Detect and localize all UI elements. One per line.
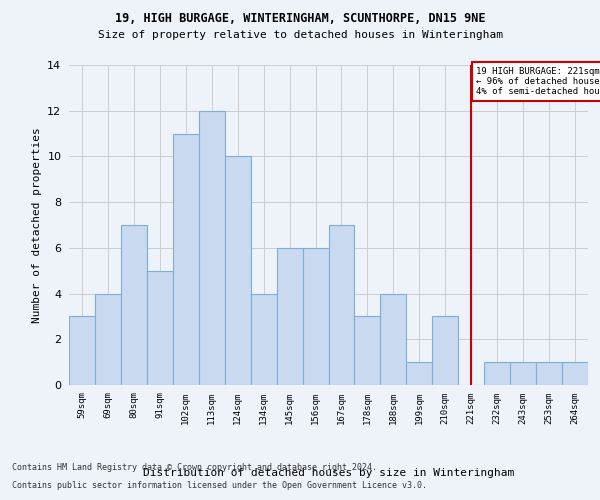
Bar: [433, 316, 458, 385]
Bar: [406, 362, 432, 385]
Bar: [69, 316, 95, 385]
Text: Contains HM Land Registry data © Crown copyright and database right 2024.: Contains HM Land Registry data © Crown c…: [12, 464, 377, 472]
Bar: [355, 316, 380, 385]
Bar: [277, 248, 302, 385]
Bar: [95, 294, 121, 385]
Bar: [484, 362, 510, 385]
Bar: [147, 270, 173, 385]
Bar: [302, 248, 329, 385]
Y-axis label: Number of detached properties: Number of detached properties: [32, 127, 41, 323]
Bar: [510, 362, 536, 385]
Text: Contains public sector information licensed under the Open Government Licence v3: Contains public sector information licen…: [12, 481, 427, 490]
Text: Size of property relative to detached houses in Winteringham: Size of property relative to detached ho…: [97, 30, 503, 40]
Text: 19 HIGH BURGAGE: 221sqm
← 96% of detached houses are smaller (80)
4% of semi-det: 19 HIGH BURGAGE: 221sqm ← 96% of detache…: [476, 66, 600, 96]
X-axis label: Distribution of detached houses by size in Winteringham: Distribution of detached houses by size …: [143, 468, 514, 478]
Bar: [173, 134, 199, 385]
Bar: [199, 110, 224, 385]
Bar: [225, 156, 251, 385]
Bar: [536, 362, 562, 385]
Bar: [380, 294, 406, 385]
Bar: [251, 294, 277, 385]
Bar: [329, 225, 355, 385]
Bar: [121, 225, 147, 385]
Bar: [562, 362, 588, 385]
Text: 19, HIGH BURGAGE, WINTERINGHAM, SCUNTHORPE, DN15 9NE: 19, HIGH BURGAGE, WINTERINGHAM, SCUNTHOR…: [115, 12, 485, 26]
